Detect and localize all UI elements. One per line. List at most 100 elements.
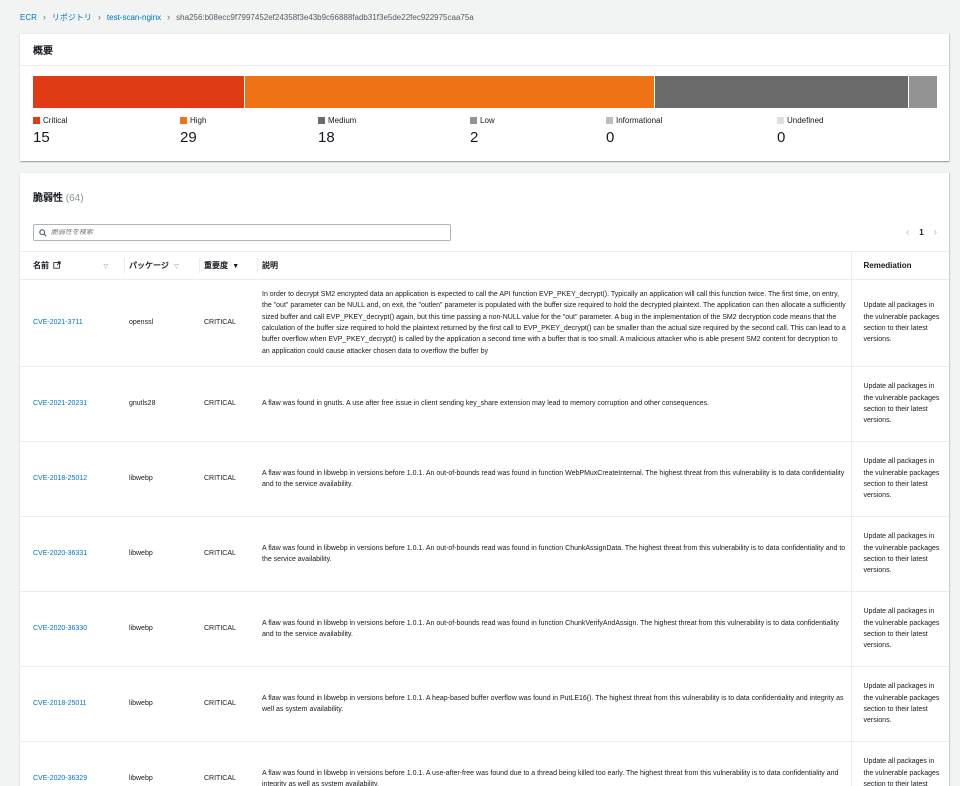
table-row: CVE-2018-25012 libwebp CRITICAL A flaw was … — [20, 441, 949, 517]
sort-descending-icon[interactable]: ▼ — [232, 263, 240, 270]
cve-name-cell: CVE-2018-25011 — [20, 666, 125, 742]
severity-legend-label: Critical — [33, 114, 67, 126]
package-cell: openssl — [125, 279, 200, 367]
severity-cell: CRITICAL — [200, 279, 258, 367]
cve-link[interactable]: CVE-2021-3711 — [33, 319, 83, 327]
sort-icon[interactable]: ▽ — [174, 264, 179, 270]
table-row: CVE-2021-3711 openssl CRITICAL In order to … — [20, 279, 949, 367]
severity-legend-label: Low — [470, 114, 495, 126]
severity-swatch — [318, 116, 325, 124]
package-cell: libwebp — [125, 516, 200, 592]
vulnerabilities-count: (64) — [65, 193, 84, 204]
severity-cell: CRITICAL — [200, 441, 258, 517]
table-header-row: 名前 ▽ パッケージ ▽ 重要度 ▼ — [20, 251, 949, 280]
breadcrumb-ecr[interactable]: ECR — [20, 12, 37, 22]
severity-count: 29 — [180, 129, 197, 146]
severity-label: Medium — [328, 115, 357, 125]
description-cell: A flaw was found in libwebp in versions … — [258, 666, 851, 742]
severity-swatch — [606, 116, 613, 124]
package-cell: gnutls28 — [125, 366, 200, 442]
severity-legend-item-medium: Medium 18 — [318, 114, 356, 146]
column-header-remediation: Remediation — [850, 251, 949, 280]
remediation-cell: Update all packages in the vulnerable pa… — [850, 666, 949, 742]
severity-legend-item-low: Low 2 — [470, 114, 495, 146]
cve-name-cell: CVE-2021-3711 — [20, 279, 125, 367]
severity-count: 15 — [33, 129, 50, 146]
severity-cell: CRITICAL — [200, 591, 258, 667]
severity-count: 18 — [318, 129, 335, 146]
severity-swatch — [180, 116, 187, 124]
remediation-cell: Update all packages in the vulnerable pa… — [850, 441, 949, 517]
severity-cell: CRITICAL — [200, 366, 258, 442]
column-header-description-label: 説明 — [262, 261, 278, 270]
severity-count: 0 — [606, 129, 615, 146]
description-cell: A flaw was found in libwebp in versions … — [258, 516, 851, 592]
severity-legend-item-high: High 29 — [180, 114, 206, 146]
vulnerabilities-table: 名前 ▽ パッケージ ▽ 重要度 ▼ — [20, 251, 949, 786]
package-cell: libwebp — [125, 441, 200, 517]
severity-swatch — [470, 116, 477, 124]
severity-cell: CRITICAL — [200, 741, 258, 786]
column-header-name-label: 名前 — [33, 261, 49, 270]
cve-link[interactable]: CVE-2020-36331 — [33, 550, 88, 558]
summary-title: 概要 — [20, 34, 949, 66]
description-cell: A flaw was found in libwebp in versions … — [258, 441, 851, 517]
package-cell: libwebp — [125, 666, 200, 742]
table-row: CVE-2020-36330 libwebp CRITICAL A flaw was … — [20, 591, 949, 667]
search-icon — [39, 228, 47, 237]
remediation-cell: Update all packages in the vulnerable pa… — [850, 591, 949, 667]
severity-legend-item-undefined: Undefined 0 — [777, 114, 823, 146]
cve-link[interactable]: CVE-2018-25011 — [33, 700, 87, 708]
remediation-cell: Update all packages in the vulnerable pa… — [850, 366, 949, 442]
description-cell: A flaw was found in gnutls. A use after … — [258, 366, 851, 442]
table-row: CVE-2020-36329 libwebp CRITICAL A flaw was … — [20, 741, 949, 786]
severity-legend-label: Undefined — [777, 114, 823, 126]
vulnerabilities-panel: 脆弱性 (64) ‹ 1 › 名前 — [20, 172, 949, 786]
breadcrumb-repository[interactable]: test-scan-nginx — [106, 12, 162, 22]
severity-cell: CRITICAL — [200, 516, 258, 592]
severity-bar-segment-low — [908, 76, 937, 108]
cve-link[interactable]: CVE-2018-25012 — [33, 475, 88, 483]
severity-bar-segment-high — [244, 76, 655, 108]
severity-count: 2 — [470, 129, 479, 146]
severity-bar — [33, 76, 937, 108]
external-link-icon — [53, 261, 61, 269]
description-cell: A flaw was found in libwebp in versions … — [258, 741, 851, 786]
table-row: CVE-2018-25011 libwebp CRITICAL A flaw was … — [20, 666, 949, 742]
severity-legend-item-informational: Informational 0 — [606, 114, 662, 146]
chevron-left-icon[interactable]: ‹ — [905, 227, 910, 238]
severity-legend-label: Informational — [606, 114, 662, 126]
severity-cell: CRITICAL — [200, 666, 258, 742]
remediation-cell: Update all packages in the vulnerable pa… — [850, 741, 949, 786]
column-header-severity[interactable]: 重要度 ▼ — [200, 251, 258, 280]
cve-name-cell: CVE-2020-36331 — [20, 516, 125, 592]
cve-link[interactable]: CVE-2021-20231 — [33, 400, 88, 408]
remediation-cell: Update all packages in the vulnerable pa… — [850, 516, 949, 592]
severity-legend-item-critical: Critical 15 — [33, 114, 67, 146]
severity-count: 0 — [777, 129, 786, 146]
chevron-right-icon[interactable]: › — [933, 227, 937, 238]
search-input[interactable] — [51, 229, 431, 236]
vulnerabilities-title: 脆弱性 (64) — [33, 189, 84, 204]
sort-icon[interactable]: ▽ — [103, 264, 109, 270]
package-cell: libwebp — [125, 741, 200, 786]
breadcrumb-repositories[interactable]: リポジトリ — [51, 12, 92, 22]
cve-link[interactable]: CVE-2020-36329 — [33, 775, 88, 783]
description-cell: In order to decrypt SM2 encrypted data a… — [258, 279, 851, 367]
severity-swatch — [33, 116, 40, 124]
remediation-cell: Update all packages in the vulnerable pa… — [850, 279, 949, 367]
severity-label: High — [190, 115, 207, 125]
page-number[interactable]: 1 — [919, 228, 924, 237]
column-header-name[interactable]: 名前 ▽ — [20, 251, 125, 280]
pagination: ‹ 1 › — [906, 227, 937, 238]
breadcrumb: ECR › リポジトリ › test-scan-nginx › sha256:b… — [20, 10, 474, 24]
column-header-package-label: パッケージ — [129, 261, 169, 270]
severity-label: Informational — [616, 115, 663, 125]
column-header-package[interactable]: パッケージ ▽ — [125, 251, 200, 280]
severity-swatch — [777, 116, 784, 124]
cve-name-cell: CVE-2021-20231 — [20, 366, 125, 442]
severity-legend: Critical 15 High 29 Medium 18 Low 2 Informationa… — [33, 114, 937, 154]
search-box[interactable] — [33, 224, 451, 241]
cve-link[interactable]: CVE-2020-36330 — [33, 625, 88, 633]
severity-legend-label: Medium — [318, 114, 356, 126]
